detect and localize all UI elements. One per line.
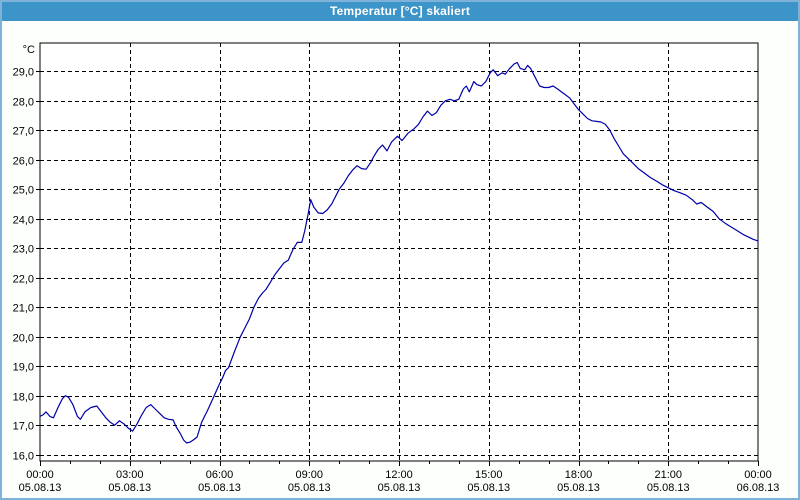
y-tick-label: 29,0 bbox=[13, 67, 34, 79]
x-tick-time-label: 18:00 bbox=[565, 469, 593, 481]
y-tick-label: 19,0 bbox=[13, 362, 34, 374]
x-tick-date-label: 05.08.13 bbox=[108, 482, 151, 494]
plot-area bbox=[39, 42, 759, 462]
chart-title: Temperatur [°C] skaliert bbox=[329, 4, 471, 18]
y-tick-label: 27,0 bbox=[13, 126, 34, 138]
x-tick-time-label: 06:00 bbox=[206, 469, 234, 481]
x-tick-date-label: 05.08.13 bbox=[19, 482, 62, 494]
x-tick-time-label: 03:00 bbox=[116, 469, 144, 481]
x-tick-date-label: 05.08.13 bbox=[198, 482, 241, 494]
x-tick-time-label: 00:00 bbox=[744, 469, 772, 481]
y-tick-label: 28,0 bbox=[13, 97, 34, 109]
x-tick-time-label: 00:00 bbox=[26, 469, 54, 481]
temperature-chart-canvas: 29,0 28,0 27,0 26,0 25,0 24,0 23,0 22,0 21,0 20,0… bbox=[13, 42, 780, 494]
y-tick-label: 16,0 bbox=[13, 451, 34, 463]
y-tick-label: 17,0 bbox=[13, 421, 34, 433]
chart-title-bar: Temperatur [°C] skaliert bbox=[2, 2, 798, 21]
temperature-chart: 29,0 28,0 27,0 26,0 25,0 24,0 23,0 22,0 21,0 20,0… bbox=[2, 21, 798, 498]
y-tick-label: 25,0 bbox=[13, 185, 34, 197]
y-tick-label: 24,0 bbox=[13, 215, 34, 227]
y-axis-unit-label: °C bbox=[23, 44, 35, 56]
y-tick-label: 21,0 bbox=[13, 303, 34, 315]
x-tick-date-label: 05.08.13 bbox=[378, 482, 421, 494]
x-tick-time-label: 09:00 bbox=[295, 469, 323, 481]
x-tick-date-label: 05.08.13 bbox=[557, 482, 600, 494]
y-tick-label: 26,0 bbox=[13, 156, 34, 168]
x-tick-time-label: 15:00 bbox=[475, 469, 503, 481]
y-tick-label: 23,0 bbox=[13, 244, 34, 256]
x-tick-date-label: 06.08.13 bbox=[737, 482, 780, 494]
temperature-line bbox=[39, 61, 759, 444]
x-tick-time-label: 21:00 bbox=[654, 469, 682, 481]
y-tick-label: 18,0 bbox=[13, 392, 34, 404]
x-tick-date-label: 05.08.13 bbox=[647, 482, 690, 494]
y-tick-label: 22,0 bbox=[13, 274, 34, 286]
x-tick-date-label: 05.08.13 bbox=[467, 482, 510, 494]
y-tick-label: 20,0 bbox=[13, 333, 34, 345]
x-tick-date-label: 05.08.13 bbox=[288, 482, 331, 494]
x-tick-time-label: 12:00 bbox=[385, 469, 413, 481]
